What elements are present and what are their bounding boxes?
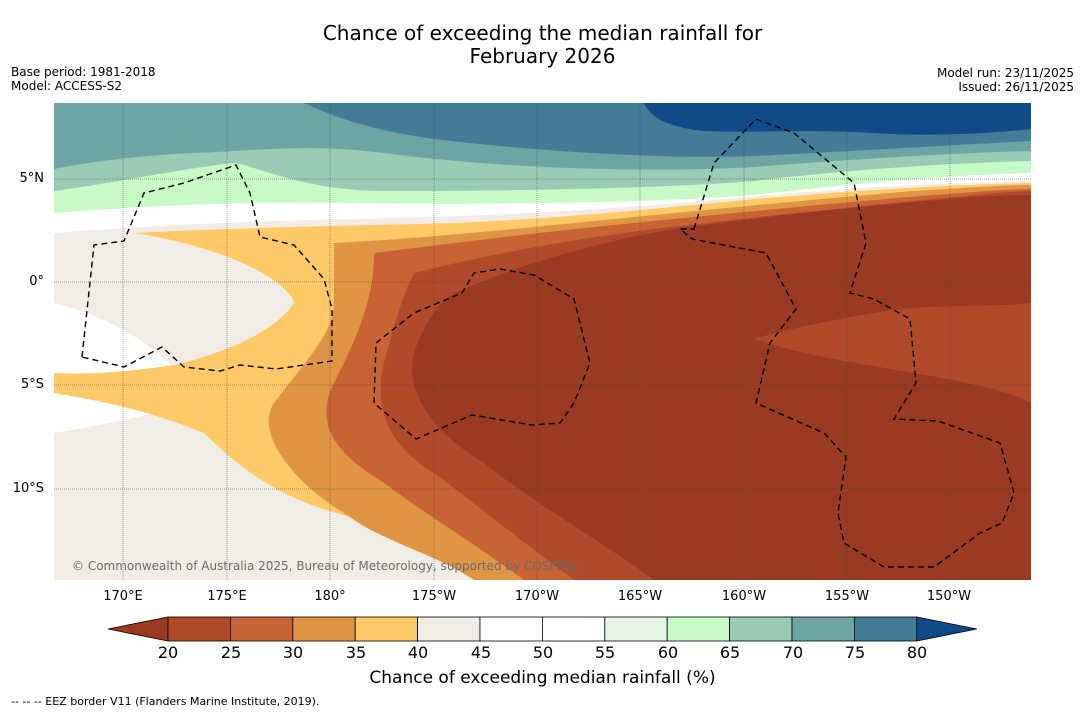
colorbar-segment: [230, 616, 294, 642]
colorbar-segment: [417, 616, 481, 642]
colorbar-segment: [666, 616, 731, 642]
colorbar-segment: [729, 616, 793, 642]
colorbar-tick-30: 30: [282, 643, 304, 662]
lon-label-165w: 165°W: [617, 589, 663, 604]
colorbar-tick-45: 45: [470, 643, 492, 662]
map-title-line1: Chance of exceeding the median rainfall …: [322, 21, 763, 45]
colorbar-arrow-high: [916, 616, 977, 642]
colorbar-segment: [854, 616, 918, 642]
colorbar-tick-35: 35: [345, 643, 367, 662]
colorbar-segment: [354, 616, 418, 642]
region-wet-max: [644, 103, 1031, 135]
lat-label-0: 0°: [29, 274, 44, 289]
lat-label-5s: 5°S: [20, 377, 44, 392]
colorbar-arrow-low: [108, 616, 169, 642]
colorbar-tick-65: 65: [719, 643, 741, 662]
rainfall-probability-map: © Commonwealth of Australia 2025, Bureau…: [54, 103, 1031, 580]
colorbar-tick-25: 25: [220, 643, 242, 662]
graticule: [54, 103, 1031, 580]
lat-label-10s: 10°S: [12, 481, 44, 496]
lon-label-175w: 175°W: [411, 589, 457, 604]
lon-label-170w: 170°W: [514, 589, 560, 604]
colorbar-tick-40: 40: [407, 643, 429, 662]
colorbar-segment: [479, 616, 543, 642]
lon-label-180: 180°: [314, 589, 346, 604]
colorbar: [108, 616, 977, 642]
lon-label-160w: 160°W: [721, 589, 767, 604]
model-run: Model run: 23/11/2025: [936, 66, 1074, 80]
lon-label-155w: 155°W: [824, 589, 870, 604]
lat-label-5n: 5°N: [19, 171, 45, 186]
lon-label-170e: 170°E: [103, 589, 143, 604]
colorbar-tick-75: 75: [844, 643, 866, 662]
model-name: Model: ACCESS-S2: [11, 79, 123, 93]
colorbar-segment: [541, 616, 606, 642]
colorbar-tick-70: 70: [782, 643, 804, 662]
region-dry-20: [412, 195, 1031, 580]
map-title-line2: February 2026: [469, 44, 616, 68]
colorbar-tick-20: 20: [157, 643, 179, 662]
lon-label-175e: 175°E: [207, 589, 247, 604]
meta-left: Base period: 1981-2018 Model: ACCESS-S2: [11, 65, 156, 93]
colorbar-tick-55: 55: [594, 643, 616, 662]
colorbar-label: Chance of exceeding median rainfall (%): [369, 668, 716, 688]
colorbar-tick-60: 60: [657, 643, 679, 662]
meta-right: Model run: 23/11/2025 Issued: 26/11/2025: [937, 66, 1074, 94]
colorbar-segment: [167, 616, 231, 642]
issued-date: Issued: 26/11/2025: [958, 80, 1074, 94]
copyright-notice: © Commonwealth of Australia 2025, Bureau…: [72, 559, 577, 573]
base-period: Base period: 1981-2018: [11, 65, 156, 79]
lon-label-150w: 150°W: [926, 589, 972, 604]
colorbar-tick-50: 50: [532, 643, 554, 662]
colorbar-segment: [292, 616, 356, 642]
eez-borders: [81, 118, 1015, 568]
colorbar-tick-80: 80: [906, 643, 928, 662]
eez-footnote: -- -- -- EEZ border V11 (Flanders Marine…: [11, 695, 320, 708]
colorbar-segment: [604, 616, 668, 642]
colorbar-segment: [791, 616, 855, 642]
